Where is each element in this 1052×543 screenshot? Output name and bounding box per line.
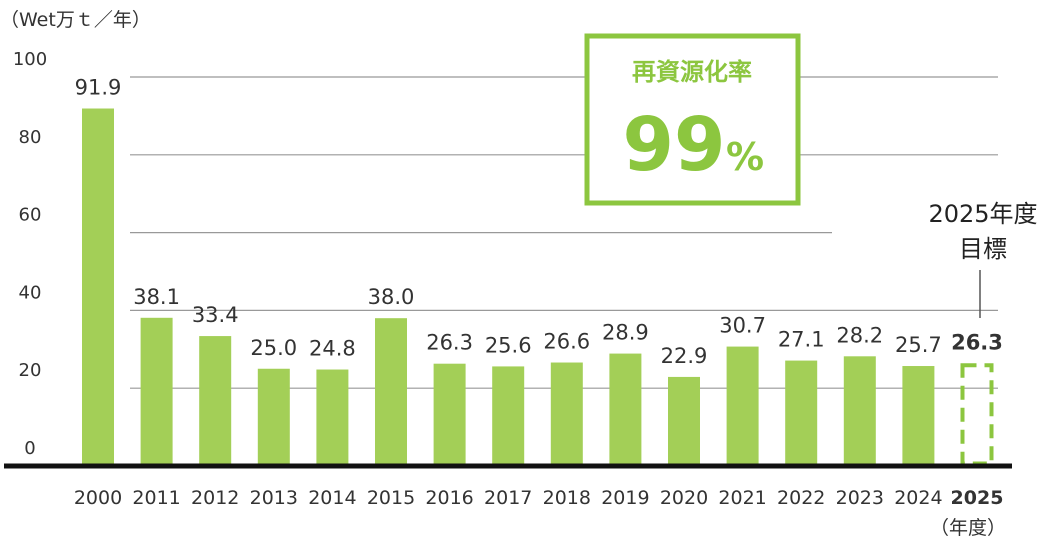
y-axis-ticks: 0 20 40 60 80 100 <box>13 49 47 459</box>
bar-value-label: 38.1 <box>133 285 180 309</box>
bar-value-label: 28.9 <box>602 321 649 345</box>
bar-value-label: 25.6 <box>485 333 532 357</box>
bar <box>843 356 876 466</box>
bar-value-label: 26.6 <box>543 330 590 354</box>
x-axis-unit: （年度） <box>930 517 1006 539</box>
target-bar <box>960 363 994 466</box>
bar <box>609 353 642 466</box>
x-tick-label: 2020 <box>660 487 708 509</box>
bar <box>668 376 700 466</box>
x-tick-label: 2021 <box>718 487 766 509</box>
recycling-rate-box: 再資源化率 99 % <box>584 33 801 206</box>
bar-value-label: 28.2 <box>836 323 883 347</box>
bar-value-label: 24.8 <box>309 337 356 361</box>
bar-value-label: 22.9 <box>661 344 708 368</box>
bar-value-label: 25.0 <box>250 336 297 360</box>
bar-value-label: 25.7 <box>895 333 942 357</box>
x-tick-label: 2015 <box>367 487 415 509</box>
bar <box>492 366 525 466</box>
recycling-rate-unit: % <box>726 135 764 179</box>
y-tick-label: 100 <box>13 49 47 70</box>
x-tick-label: 2025 <box>951 487 1004 509</box>
bar <box>785 360 818 466</box>
x-axis-ticks: 2000 2011 2012 2013 2014 2015 2016 2017 2018 2019… <box>74 487 1004 509</box>
x-tick-label: 2014 <box>308 487 356 509</box>
y-tick-label: 0 <box>24 438 35 459</box>
bar-value-label: 38.0 <box>368 285 415 309</box>
x-tick-label: 2011 <box>132 487 180 509</box>
bar <box>726 346 759 466</box>
y-tick-label: 60 <box>19 205 42 226</box>
x-tick-label: 2024 <box>894 487 942 509</box>
target-annotation: 2025年度 目標 <box>928 200 1038 318</box>
bar <box>902 366 935 466</box>
y-tick-label: 20 <box>19 360 42 381</box>
bar-value-label: 26.3 <box>426 331 473 355</box>
recycling-rate-value: 99 <box>623 102 726 188</box>
x-tick-label: 2022 <box>777 487 825 509</box>
bar-value-label: 91.9 <box>75 76 122 100</box>
y-axis-unit: （Wet万ｔ／年） <box>0 9 151 31</box>
bar <box>433 363 466 466</box>
target-value-label: 26.3 <box>951 331 1003 355</box>
target-label-line2: 目標 <box>959 235 1007 263</box>
y-tick-label: 40 <box>19 282 42 303</box>
bar-value-label: 30.7 <box>719 314 766 338</box>
x-tick-label: 2016 <box>425 487 473 509</box>
value-labels: 91.9 38.1 33.4 25.0 24.8 38.0 26.3 25.6 26.6 28.9… <box>75 76 1003 368</box>
x-tick-label: 2013 <box>250 487 298 509</box>
bar-value-label: 33.4 <box>192 303 239 327</box>
x-tick-label: 2018 <box>543 487 591 509</box>
bar <box>375 318 407 466</box>
bars <box>82 108 994 466</box>
target-label-line1: 2025年度 <box>928 200 1037 228</box>
bar <box>199 336 232 466</box>
recycling-rate-frame <box>584 33 801 206</box>
x-tick-label: 2019 <box>601 487 649 509</box>
x-tick-label: 2012 <box>191 487 239 509</box>
bar <box>140 317 173 466</box>
recycling-rate-title: 再資源化率 <box>632 58 752 86</box>
bar <box>316 369 349 466</box>
y-tick-label: 80 <box>19 127 42 148</box>
x-tick-label: 2017 <box>484 487 532 509</box>
bar <box>82 108 114 466</box>
bar <box>550 362 583 466</box>
bar <box>257 368 290 466</box>
bar-value-label: 27.1 <box>778 328 825 352</box>
x-tick-label: 2000 <box>74 487 122 509</box>
x-tick-label: 2023 <box>836 487 884 509</box>
